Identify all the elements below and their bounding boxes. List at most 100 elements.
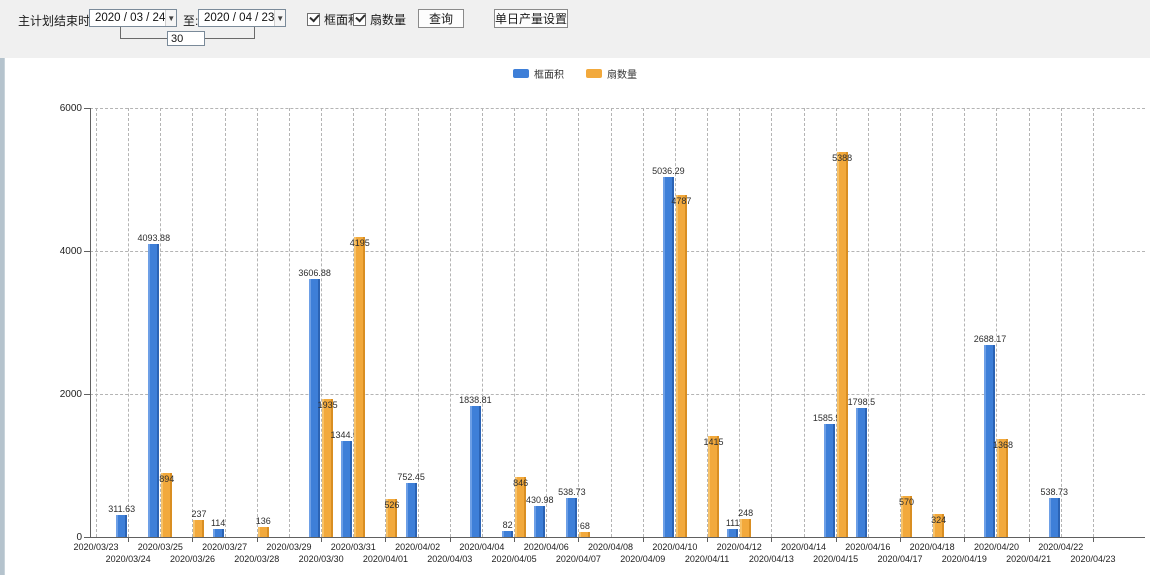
x-axis-tick-label: 2020/04/02 [395,542,441,552]
x-gridline [964,108,966,537]
x-axis-tick-label: 2020/04/09 [620,554,666,564]
fans-checkbox-label: 扇数量 [370,12,407,27]
bar-value-label: 248 [738,508,754,519]
area-checkbox-label: 框面积 [324,12,361,27]
window-left-edge [0,0,5,575]
bar-fans [161,473,173,537]
bar-area [502,531,514,537]
x-tick [900,537,901,542]
date-from-picker[interactable]: 2020 / 03 / 24 ▼ [89,9,177,27]
bar-area [566,498,578,537]
x-axis-tick-label: 2020/04/15 [813,554,859,564]
x-axis-tick-label: 2020/04/17 [877,554,923,564]
bar-area [534,506,546,537]
x-tick [514,537,516,542]
bar-value-label: 570 [898,497,915,508]
bar-value-label: 324 [931,514,947,525]
x-axis-tick-label: 2020/04/05 [491,554,537,564]
x-tick [964,537,966,542]
x-axis-tick-label: 2020/04/04 [459,542,505,552]
bar-value-label: 526 [384,500,400,511]
x-gridline [417,108,419,537]
bar-fans [386,499,398,537]
x-gridline [771,108,773,537]
x-axis-tick-label: 2020/03/23 [73,542,119,552]
bar-value-label: 3606.88 [298,268,331,279]
query-button[interactable]: 查询 [418,9,464,28]
connector-line [254,27,255,39]
x-tick [1028,537,1030,542]
legend-swatch-orange [586,69,602,78]
x-gridline [835,108,837,537]
bar-value-label: 5388 [832,152,853,163]
connector-line [120,27,121,39]
bar-area [309,279,321,537]
area-checkbox[interactable] [307,11,320,26]
x-tick [192,537,194,542]
interval-days-input[interactable] [167,31,205,46]
x-gridline [546,108,548,537]
chevron-down-icon[interactable]: ▼ [274,10,285,26]
bar-value-label: 237 [191,509,207,520]
x-axis-tick-label: 2020/03/30 [298,554,344,564]
toolbar: 主计划结束时间: 2020 / 03 / 24 ▼ 至: 2020 / 04 /… [0,0,1150,58]
x-gridline [867,108,869,537]
x-gridline [932,108,934,537]
x-axis-tick-label: 2020/03/29 [266,542,312,552]
bar-fans [515,476,527,537]
date-from-value: 2020 / 03 / 24 [95,12,166,24]
bar-value-label: 1798.5 [847,397,876,408]
bar-fans [193,520,205,537]
x-axis-tick-label: 2020/04/13 [748,554,794,564]
chart-legend: 框面积 扇数量 [0,66,1150,81]
x-gridline [610,108,612,537]
y-gridline [90,394,1145,395]
bar-value-label: 1935 [317,399,338,410]
x-axis [90,537,1145,538]
bar-value-label: 846 [513,477,529,488]
x-axis-tick-label: 2020/04/10 [652,542,698,552]
bar-area [1048,498,1060,537]
x-axis-tick-label: 2020/04/03 [427,554,473,564]
x-gridline [160,108,162,537]
bar-value-label: 538.73 [1040,487,1069,498]
x-tick [256,537,258,542]
bar-value-label: 4093.88 [137,233,171,244]
date-to-picker[interactable]: 2020 / 04 / 23 ▼ [198,9,286,27]
bar-fans [579,532,591,537]
legend-label: 框面积 [534,70,564,81]
date-to-value: 2020 / 04 / 23 [204,12,275,24]
bar-fans [836,151,848,537]
to-label: 至: [183,14,199,28]
bar-area [116,514,128,537]
bar-value-label: 136 [255,516,271,527]
bar-area [823,423,835,537]
x-axis-tick-label: 2020/04/07 [555,554,601,564]
x-axis-tick-label: 2020/04/18 [909,542,955,552]
fans-checkbox-group: 扇数量 [353,11,406,27]
legend-item-area: 框面积 [513,66,564,81]
x-tick [835,537,837,542]
y-gridline [90,251,1145,252]
x-gridline [321,108,323,537]
bar-area [469,405,481,537]
chevron-down-icon[interactable]: ▼ [165,10,176,26]
bar-value-label: 894 [159,474,175,485]
x-gridline [707,108,709,537]
x-axis-tick-label: 2020/04/06 [523,542,569,552]
bar-value-label: 2688.17 [973,333,1007,344]
x-gridline [1092,108,1094,537]
x-tick [642,537,644,542]
x-gridline [1028,108,1030,537]
daily-output-settings-button[interactable]: 单日产量设置 [494,9,568,28]
x-gridline [385,108,387,537]
x-axis-tick-label: 2020/04/01 [362,554,408,564]
bar-value-label: 430.98 [525,495,554,506]
y-axis-tick-label: 4000 [59,246,82,257]
x-axis-tick-label: 2020/04/11 [684,554,730,564]
bar-value-label: 1344.95 [330,429,364,440]
fans-checkbox[interactable] [353,11,366,26]
x-gridline [353,108,355,537]
x-axis-tick-label: 2020/04/19 [941,554,987,564]
x-axis-tick-label: 2020/03/26 [169,554,215,564]
